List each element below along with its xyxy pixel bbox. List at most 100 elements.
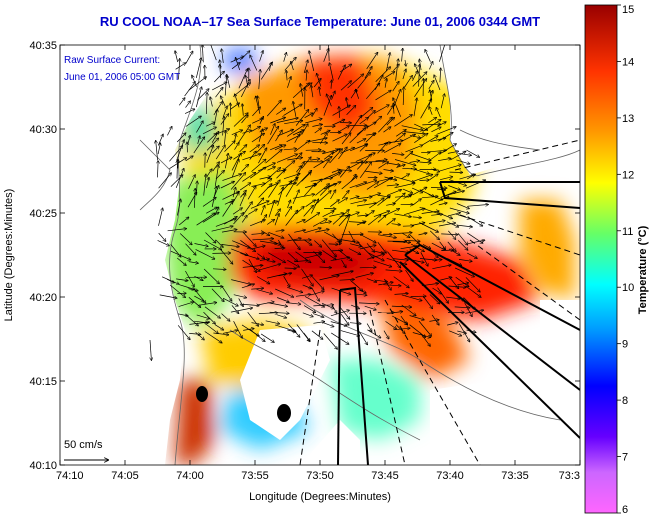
colorbar-tick-label: 15 — [622, 4, 634, 16]
current-arrow — [241, 216, 247, 223]
current-arrow — [313, 322, 324, 324]
current-arrow — [403, 195, 412, 199]
current-arrow — [467, 216, 483, 226]
current-arrow — [386, 257, 407, 264]
current-arrow — [215, 88, 223, 98]
current-arrow — [223, 330, 237, 334]
marker-dot — [277, 404, 291, 422]
current-arrow — [293, 102, 297, 117]
current-arrow — [212, 162, 220, 172]
current-arrow — [346, 106, 356, 116]
current-arrow — [357, 154, 371, 170]
current-arrow — [302, 312, 313, 317]
current-arrow — [432, 287, 442, 294]
current-arrow — [429, 107, 433, 115]
current-arrow — [350, 212, 359, 217]
current-arrow — [349, 182, 367, 189]
current-arrow — [184, 109, 195, 114]
current-arrow — [292, 190, 299, 205]
current-arrow — [215, 239, 223, 248]
current-arrow — [375, 160, 387, 161]
colorbar-tick-label: 9 — [622, 339, 628, 351]
current-arrow — [234, 143, 239, 150]
current-arrow — [251, 133, 264, 143]
current-arrow — [366, 182, 378, 190]
current-arrow — [269, 145, 282, 151]
current-arrow — [447, 241, 456, 251]
current-arrow — [323, 152, 333, 160]
scale-label: 50 cm/s — [64, 439, 103, 451]
current-arrow — [221, 230, 237, 233]
current-arrow — [275, 230, 284, 231]
current-arrow — [230, 308, 253, 313]
current-arrow — [386, 118, 395, 126]
current-arrow — [429, 221, 445, 224]
current-arrow — [175, 51, 179, 63]
current-arrow — [276, 314, 286, 318]
current-arrow — [427, 152, 441, 162]
current-arrow — [320, 133, 327, 144]
y-ticks: 40:35 40:30 40:25 40:20 40:15 40:10 — [29, 40, 580, 472]
current-arrow — [429, 294, 440, 304]
current-arrow — [169, 284, 185, 297]
current-arrow — [422, 295, 433, 309]
current-arrow — [439, 241, 446, 250]
current-arrow — [259, 240, 277, 244]
current-arrow — [366, 84, 379, 100]
current-arrow — [267, 220, 274, 225]
current-arrow — [383, 330, 389, 339]
current-arrow — [221, 313, 230, 321]
current-arrow — [319, 186, 329, 196]
current-arrow — [239, 183, 250, 191]
current-arrow — [463, 297, 476, 310]
current-arrow — [392, 242, 411, 243]
colorbar-tick-label: 11 — [622, 226, 633, 238]
current-arrow — [195, 87, 201, 108]
current-arrow — [250, 55, 258, 71]
current-arrow — [259, 117, 264, 125]
current-arrow — [312, 124, 322, 127]
current-arrow — [385, 270, 402, 271]
current-arrow — [158, 232, 166, 241]
current-arrow — [321, 302, 334, 308]
current-arrow — [277, 187, 284, 206]
current-arrow — [331, 271, 354, 276]
current-arrow — [274, 145, 286, 151]
current-arrow — [412, 187, 427, 196]
current-arrow — [395, 196, 410, 197]
current-arrow — [448, 248, 460, 255]
current-arrow — [392, 82, 399, 92]
current-arrow — [358, 331, 367, 344]
current-arrow — [365, 133, 376, 143]
current-arrow — [349, 197, 359, 200]
current-arrow — [295, 162, 304, 179]
current-arrow — [386, 185, 398, 186]
current-arrow — [383, 278, 391, 290]
current-arrow — [409, 161, 420, 163]
current-arrow — [248, 209, 257, 215]
current-arrow — [293, 240, 311, 241]
current-arrow — [383, 170, 394, 172]
current-arrow — [338, 198, 347, 204]
current-arrow — [438, 203, 447, 205]
current-arrow — [312, 142, 327, 143]
current-arrow — [394, 115, 412, 127]
current-arrow — [194, 243, 208, 247]
current-arrow — [274, 214, 279, 226]
current-arrow — [340, 239, 359, 243]
current-arrow — [268, 201, 275, 218]
current-arrow — [206, 145, 214, 164]
current-arrow — [465, 180, 485, 189]
current-arrow — [467, 240, 485, 245]
current-arrow — [356, 294, 367, 295]
current-arrow — [242, 259, 260, 271]
current-arrow — [259, 264, 281, 271]
current-arrow — [412, 71, 417, 81]
current-arrow — [467, 252, 477, 258]
current-arrow — [249, 329, 265, 342]
x-tick-label: 73:55 — [241, 470, 269, 482]
current-arrow — [332, 105, 351, 116]
current-arrow — [448, 179, 466, 186]
current-arrow — [287, 200, 290, 209]
current-arrow — [176, 257, 186, 265]
